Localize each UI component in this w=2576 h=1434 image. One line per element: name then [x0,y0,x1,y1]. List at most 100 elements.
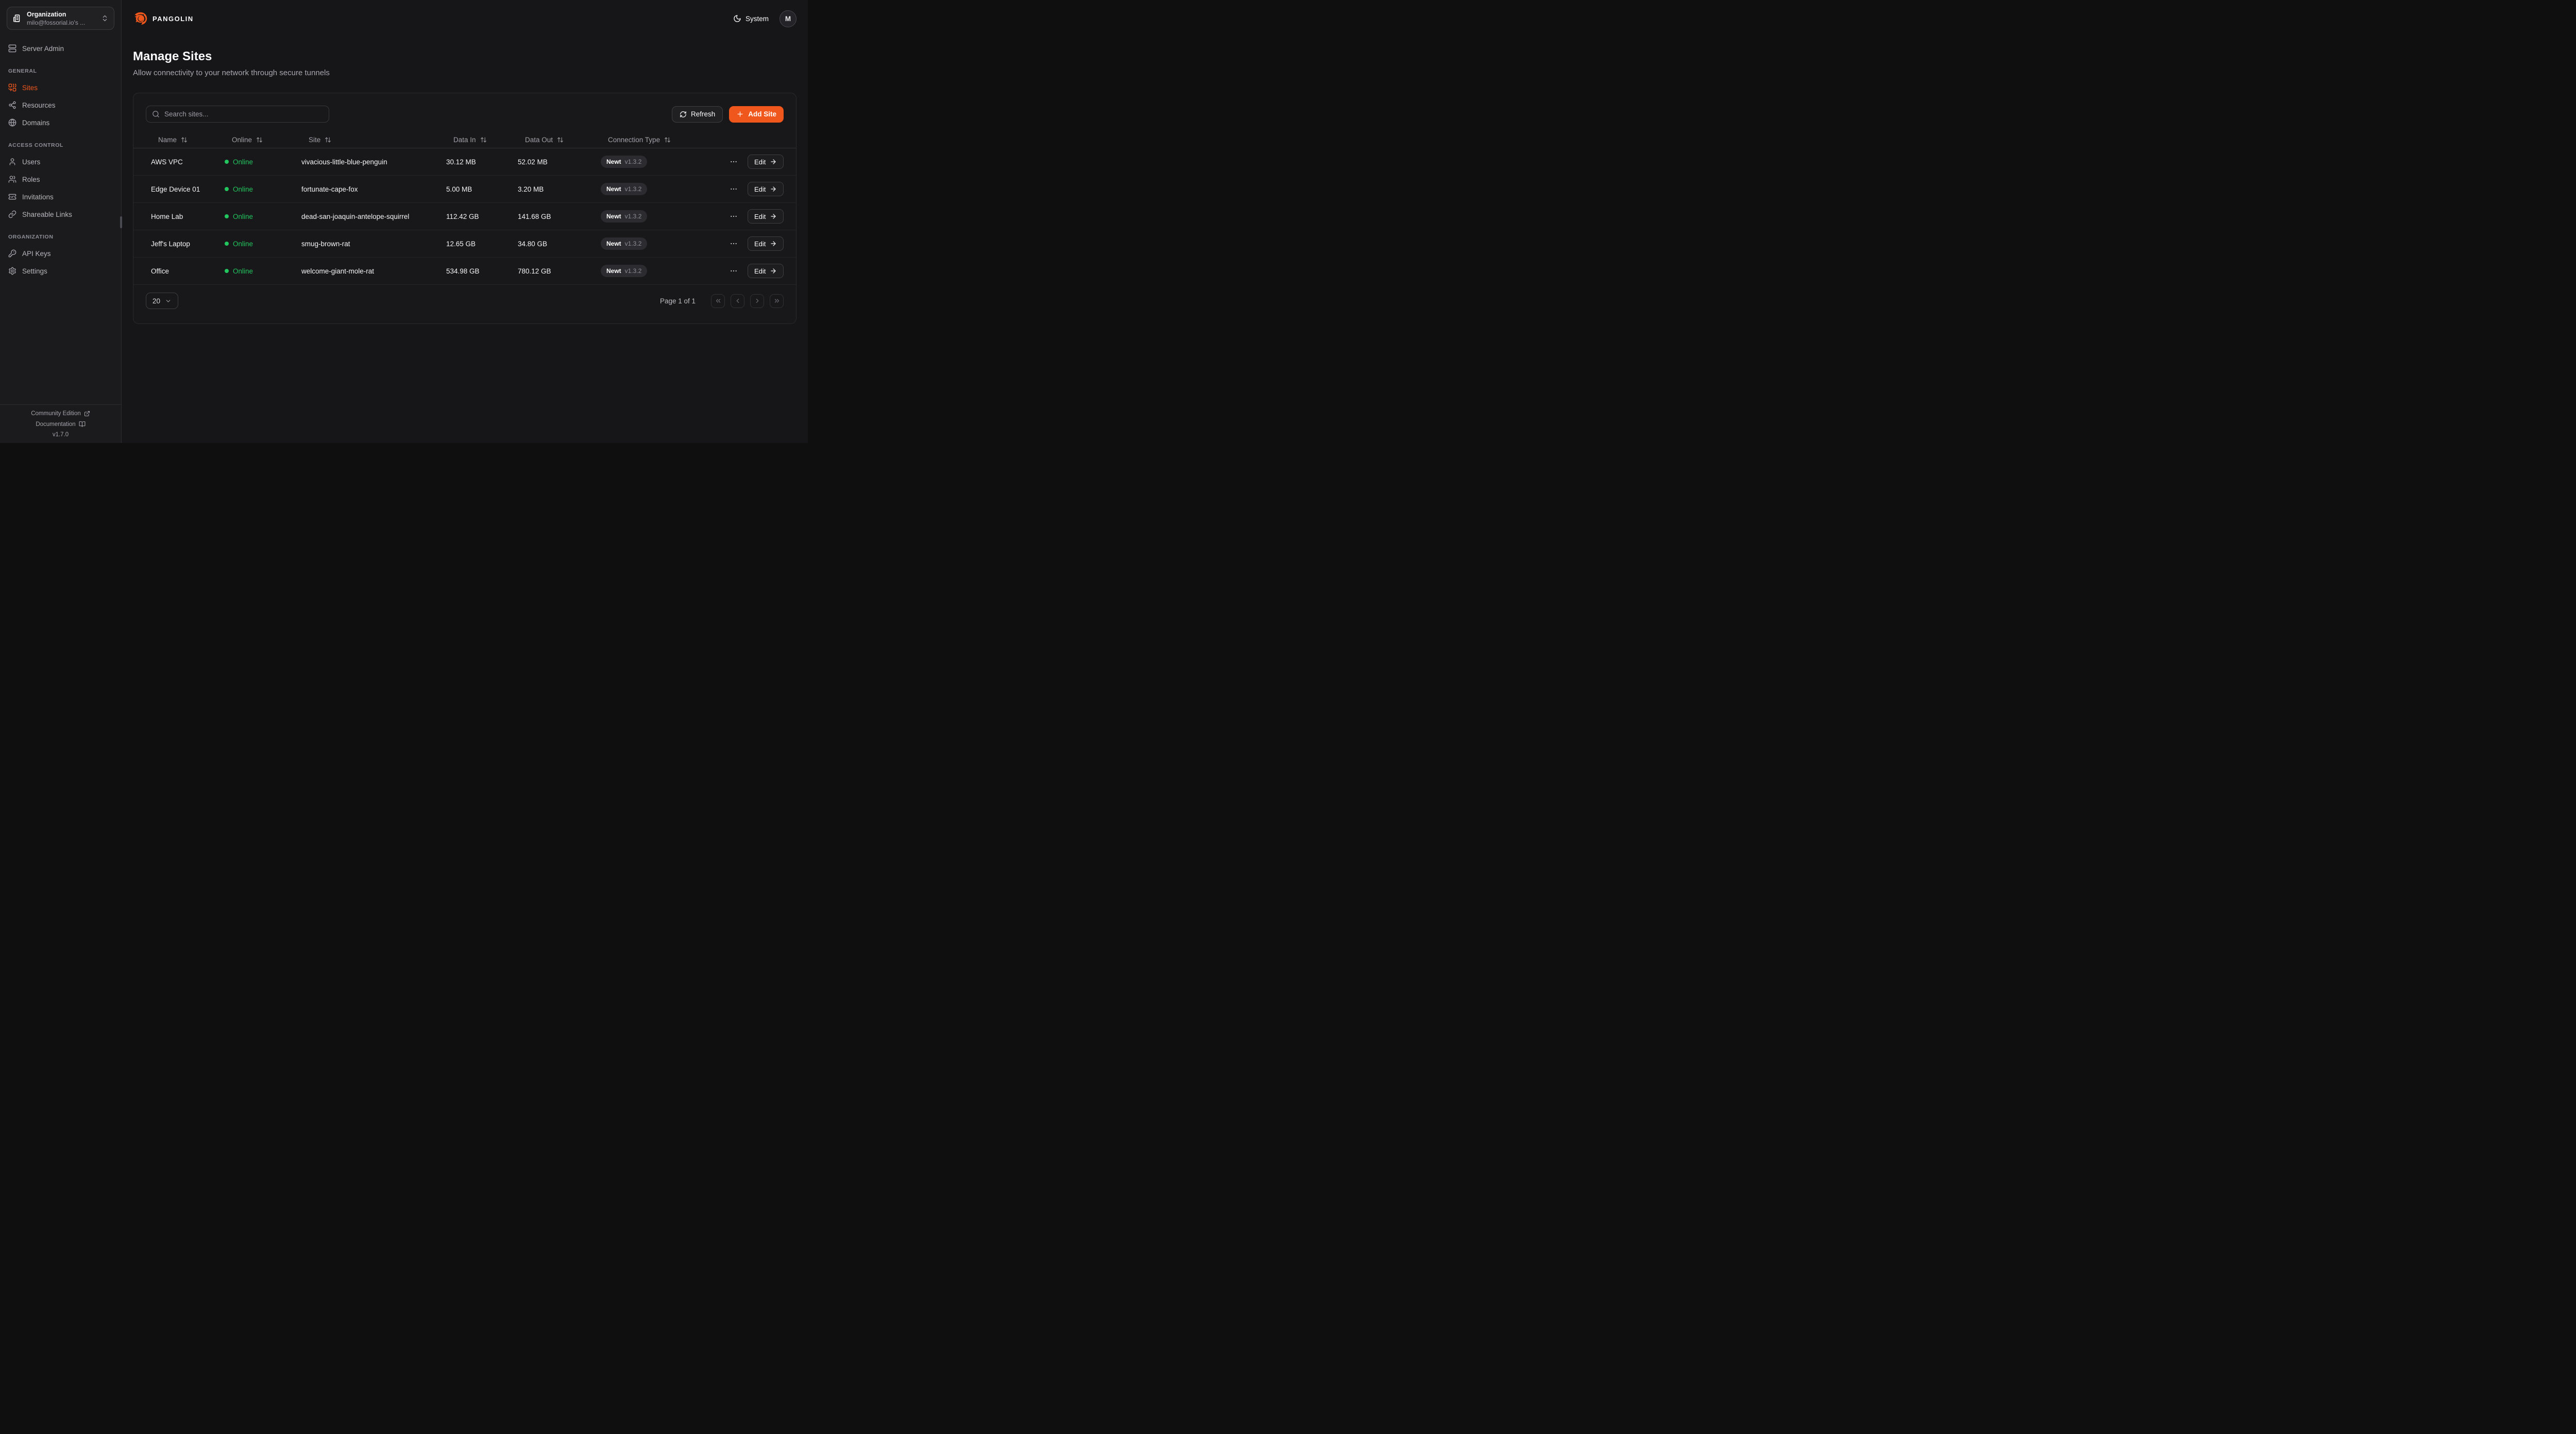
status-cell: Online [225,185,301,193]
search-input[interactable] [164,110,323,118]
topbar: PANGOLIN System M [122,0,808,37]
theme-toggle-button[interactable]: System [733,14,769,23]
ellipsis-icon [730,240,738,248]
sidebar-item-users[interactable]: Users [8,156,113,168]
data-out-cell: 141.68 GB [518,212,551,220]
status-cell: Online [225,240,301,248]
sidebar-item-roles[interactable]: Roles [8,173,113,185]
avatar[interactable]: M [779,10,796,27]
status-cell: Online [225,213,301,220]
edit-label: Edit [754,240,766,248]
combine-icon [8,83,16,92]
sidebar-item-resources[interactable]: Resources [8,99,113,111]
online-dot [225,242,229,246]
column-header-online[interactable]: Online [225,136,301,144]
column-header-connection-type[interactable]: Connection Type [601,136,728,144]
sidebar-item-invitations[interactable]: Invitations [8,191,113,203]
actions-cell: Edit [728,236,784,251]
sort-icon [181,136,188,143]
first-page-button[interactable] [711,294,725,308]
row-menu-button[interactable] [728,184,739,194]
gear-icon [8,267,16,275]
table-row: Jeff's Laptop Online smug-brown-rat 12.6… [133,230,796,258]
last-page-button[interactable] [770,294,784,308]
ellipsis-icon [730,212,738,220]
page-size-value: 20 [152,297,161,305]
chevron-left-icon [734,297,741,304]
prev-page-button[interactable] [731,294,744,308]
site-name-cell: AWS VPC [151,158,183,166]
card-footer: 20 Page 1 of 1 [133,285,796,323]
sort-icon [256,136,263,143]
row-menu-button[interactable] [728,157,739,167]
documentation-link[interactable]: Documentation [36,421,86,428]
server-icon [8,44,16,53]
sidebar-item-label: Server Admin [22,44,64,53]
row-menu-button[interactable] [728,211,739,221]
edit-button[interactable]: Edit [748,182,784,196]
org-selector[interactable]: Organization milo@fossorial.io's ... [7,7,114,30]
edit-button[interactable]: Edit [748,209,784,224]
sidebar-item-label: Invitations [22,193,54,201]
row-menu-button[interactable] [728,266,739,276]
section-header-organization: ORGANIZATION [8,234,54,240]
add-site-button[interactable]: Add Site [729,106,784,123]
community-edition-link[interactable]: Community Edition [31,411,90,417]
sidebar-item-shareable-links[interactable]: Shareable Links [8,208,113,220]
sidebar-item-settings[interactable]: Settings [8,265,113,277]
sidebar-resize-handle[interactable] [120,216,122,228]
page-size-select[interactable]: 20 [146,293,179,309]
users-icon [8,175,16,183]
sidebar-item-sites[interactable]: Sites [8,81,113,94]
data-out-cell: 3.20 MB [518,185,544,193]
chevron-down-icon [165,298,172,304]
brand-link[interactable]: PANGOLIN [133,11,194,26]
site-name-cell: Office [151,267,170,275]
row-menu-button[interactable] [728,238,739,249]
actions-cell: Edit [728,264,784,278]
edit-button[interactable]: Edit [748,236,784,251]
sites-table: Name Online Site Data In Data Out Connec… [133,131,796,285]
table-body: AWS VPC Online vivacious-little-blue-pen… [133,148,796,285]
sidebar-item-label: API Keys [22,249,51,258]
sidebar-item-domains[interactable]: Domains [8,116,113,129]
online-dot [225,214,229,218]
sidebar-item-api-keys[interactable]: API Keys [8,247,113,260]
arrow-right-icon [770,213,777,220]
sidebar-item-label: Roles [22,175,40,183]
column-header-data-in[interactable]: Data In [446,136,518,144]
refresh-icon [680,111,687,118]
sort-icon [480,136,487,143]
sidebar-item-label: Users [22,158,41,166]
column-header-name[interactable]: Name [151,136,225,144]
data-in-cell: 30.12 MB [446,158,476,166]
data-out-cell: 34.80 GB [518,240,548,248]
status-cell: Online [225,158,301,166]
edit-button[interactable]: Edit [748,264,784,278]
building-icon [12,13,22,23]
next-page-button[interactable] [750,294,764,308]
edit-button[interactable]: Edit [748,155,784,169]
ellipsis-icon [730,267,738,275]
table-row: AWS VPC Online vivacious-little-blue-pen… [133,148,796,176]
table-row: Home Lab Online dead-san-joaquin-antelop… [133,203,796,230]
documentation-label: Documentation [36,421,76,428]
data-in-cell: 534.98 GB [446,267,480,275]
refresh-button[interactable]: Refresh [671,106,723,123]
site-slug-cell: vivacious-little-blue-penguin [301,158,387,166]
online-dot [225,269,229,273]
org-selector-value: milo@fossorial.io's ... [27,19,86,26]
sidebar-footer: Community Edition Documentation v1.7.0 [0,404,121,443]
status-badge: Online [233,212,253,220]
sidebar-nav: Server Admin GENERAL Sites Resources Dom… [7,42,114,404]
data-in-cell: 12.65 GB [446,240,476,248]
page-info: Page 1 of 1 [659,297,696,305]
chevrons-left-icon [715,297,722,304]
status-badge: Online [233,240,253,248]
chevrons-up-down-icon [101,14,109,22]
column-header-site[interactable]: Site [301,136,446,144]
sidebar-item-server-admin[interactable]: Server Admin [8,42,113,55]
org-selector-label: Organization [27,10,66,18]
column-header-data-out[interactable]: Data Out [518,136,601,144]
connection-type-badge: Newt v1.3.2 [601,183,648,195]
